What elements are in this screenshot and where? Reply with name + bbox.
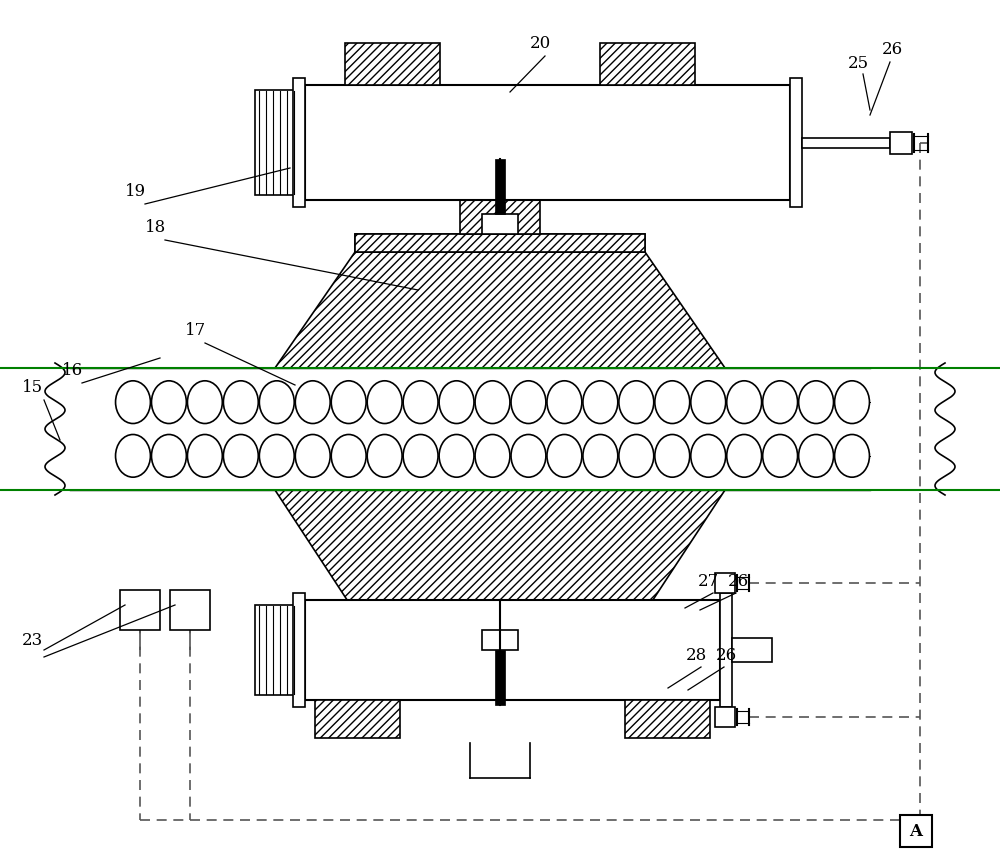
Ellipse shape [223,381,258,423]
Ellipse shape [403,434,438,477]
Bar [355,234,645,252]
Bar [355,612,645,630]
Text: A: A [910,823,922,840]
Ellipse shape [259,381,294,423]
Bar [255,605,305,695]
Ellipse shape [295,381,330,423]
Text: 23: 23 [22,632,43,649]
Bar [120,590,160,630]
Bar [732,638,772,662]
Ellipse shape [583,434,618,477]
Bar [625,700,710,738]
Ellipse shape [116,434,150,477]
Ellipse shape [655,381,690,423]
Bar [293,593,305,707]
Text: 28: 28 [686,647,707,664]
Ellipse shape [511,381,546,423]
Ellipse shape [619,381,654,423]
Polygon shape [275,252,725,368]
Ellipse shape [619,434,654,477]
Bar [460,630,540,692]
Ellipse shape [835,434,869,477]
Ellipse shape [187,381,222,423]
Ellipse shape [259,434,294,477]
Ellipse shape [116,381,150,423]
Text: 26: 26 [882,41,903,58]
Bar [345,43,440,85]
Ellipse shape [223,434,258,477]
Bar [720,593,732,707]
Ellipse shape [655,434,690,477]
Bar [0,368,1000,490]
Ellipse shape [151,381,186,423]
Ellipse shape [763,434,798,477]
Bar [900,815,932,847]
Bar [315,700,400,738]
Text: 18: 18 [145,219,166,236]
Ellipse shape [439,381,474,423]
Bar [355,612,645,630]
Bar [293,78,305,207]
Bar [170,590,210,630]
Ellipse shape [331,434,366,477]
Ellipse shape [835,381,869,423]
Bar [715,707,735,727]
Ellipse shape [691,434,726,477]
Bar [255,90,305,195]
Ellipse shape [799,381,834,423]
Ellipse shape [727,381,762,423]
Bar [355,234,645,252]
Ellipse shape [511,434,546,477]
Bar [600,43,695,85]
Bar [790,78,802,207]
Bar [495,650,505,705]
Ellipse shape [151,434,186,477]
Bar [802,137,890,147]
Bar [715,573,735,593]
Text: 26: 26 [728,573,749,590]
Text: 19: 19 [125,183,146,200]
Ellipse shape [187,434,222,477]
Text: 25: 25 [848,55,869,72]
Ellipse shape [439,434,474,477]
Text: 17: 17 [185,322,206,339]
Ellipse shape [763,381,798,423]
Bar [460,172,540,234]
Ellipse shape [799,434,834,477]
Ellipse shape [691,381,726,423]
Ellipse shape [367,381,402,423]
Text: 26: 26 [716,647,737,664]
Bar [495,159,505,214]
Bar [305,85,790,200]
Ellipse shape [295,434,330,477]
Ellipse shape [547,434,582,477]
Bar [482,630,518,650]
Bar [890,131,912,153]
Ellipse shape [547,381,582,423]
Text: 15: 15 [22,379,43,396]
Polygon shape [275,490,725,612]
Ellipse shape [367,434,402,477]
Ellipse shape [583,381,618,423]
Text: 16: 16 [62,362,83,379]
Bar [482,214,518,234]
Bar [305,600,720,700]
Ellipse shape [403,381,438,423]
Text: 20: 20 [530,35,551,52]
Ellipse shape [727,434,762,477]
Ellipse shape [331,381,366,423]
Ellipse shape [475,434,510,477]
Ellipse shape [475,381,510,423]
Text: 27: 27 [698,573,719,590]
